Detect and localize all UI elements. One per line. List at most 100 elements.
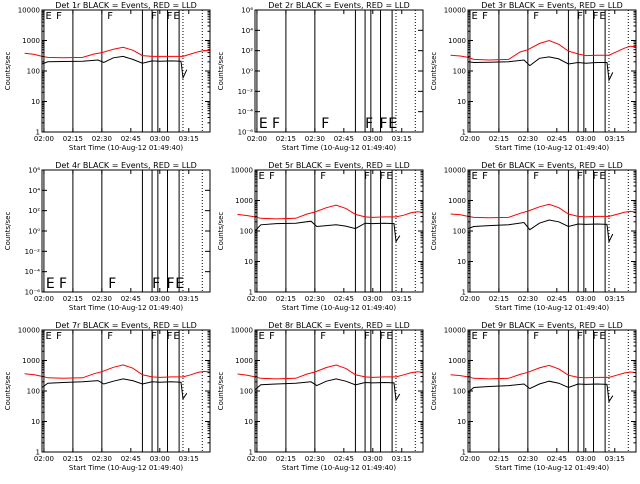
flag-label: E	[46, 331, 52, 342]
y-tick-label: 10⁻²	[238, 88, 254, 96]
x-tick-label: 03:15	[179, 135, 199, 143]
y-tick-label: 10⁰	[241, 68, 253, 76]
flag-label: E	[599, 11, 605, 22]
y-tick-label: 1	[462, 129, 466, 137]
panel-title: Det 1r BLACK = Events, RED = LLD	[55, 1, 197, 10]
x-tick-label: 03:15	[392, 135, 412, 143]
y-tick-label: 100	[27, 388, 40, 396]
series-events	[467, 56, 614, 82]
plot-frame	[254, 9, 424, 133]
y-tick-label: 10	[457, 98, 466, 106]
y-tick-label: 10	[457, 258, 466, 266]
flag-label: F	[108, 276, 116, 292]
x-tick-label: 03:00	[363, 135, 383, 143]
flag-label: E	[472, 171, 478, 182]
y-tick-label: 10⁶	[28, 167, 40, 175]
series-lld	[450, 364, 637, 380]
y-tick-label: 10000	[18, 7, 40, 15]
flag-label: F	[365, 116, 373, 132]
y-tick-label: 10⁶	[241, 7, 253, 15]
x-tick-label: 02:45	[547, 135, 567, 143]
flag-label: E	[388, 116, 397, 132]
x-tick-label: 02:00	[34, 135, 54, 143]
x-tick-label: 02:30	[305, 455, 325, 463]
plot-frame	[254, 329, 424, 453]
x-tick-label: 02:15	[489, 295, 509, 303]
flag-label: E	[472, 331, 478, 342]
x-tick-label: 02:15	[489, 455, 509, 463]
x-tick-label: 02:15	[276, 295, 296, 303]
x-tick-label: 02:15	[276, 455, 296, 463]
flag-label: F	[320, 331, 326, 342]
y-axis-label: Counts/sec	[430, 52, 438, 91]
y-axis-label: Counts/sec	[217, 52, 225, 91]
x-axis-label: Start Time (10-Aug-12 01:49:40)	[69, 144, 183, 152]
y-tick-label: 10²	[241, 47, 253, 55]
flag-label: E	[472, 11, 478, 22]
flag-label: F	[380, 331, 386, 342]
y-axis-label: Counts/sec	[217, 212, 225, 251]
x-tick-label: 03:00	[150, 295, 170, 303]
y-tick-label: 10000	[444, 167, 466, 175]
flag-label: F	[482, 171, 488, 182]
y-tick-label: 1	[249, 289, 253, 297]
x-tick-label: 02:15	[489, 135, 509, 143]
x-axis-label: Start Time (10-Aug-12 01:49:40)	[495, 304, 609, 312]
x-tick-label: 03:15	[179, 295, 199, 303]
flag-label: F	[167, 11, 173, 22]
y-tick-label: 1	[249, 449, 253, 457]
x-tick-label: 02:00	[247, 295, 267, 303]
flag-label: F	[321, 116, 329, 132]
plot-frame	[41, 329, 211, 453]
flag-label: F	[533, 11, 539, 22]
x-tick-label: 02:00	[460, 135, 480, 143]
y-tick-label: 10	[31, 418, 40, 426]
x-tick-label: 03:15	[605, 135, 625, 143]
flag-label: F	[107, 331, 113, 342]
panel-title: Det 8r BLACK = Events, RED = LLD	[268, 321, 410, 330]
y-tick-label: 1	[462, 289, 466, 297]
y-tick-label: 1	[36, 449, 40, 457]
flag-label: F	[167, 331, 173, 342]
y-axis-label: Counts/sec	[4, 212, 12, 251]
x-tick-label: 03:00	[150, 455, 170, 463]
flag-label: E	[599, 331, 605, 342]
x-tick-label: 03:15	[605, 295, 625, 303]
y-tick-label: 10⁻⁴	[25, 268, 41, 276]
y-tick-label: 10⁴	[241, 27, 253, 35]
x-tick-label: 03:00	[576, 295, 596, 303]
panel-title: Det 9r BLACK = Events, RED = LLD	[481, 321, 623, 330]
y-tick-label: 100	[27, 68, 40, 76]
y-tick-label: 1000	[22, 357, 40, 365]
y-tick-label: 100	[240, 228, 253, 236]
flag-label: F	[320, 171, 326, 182]
plot-frame	[467, 169, 637, 293]
panel-title: Det 6r BLACK = Events, RED = LLD	[481, 161, 623, 170]
y-tick-label: 1000	[448, 37, 466, 45]
flag-label: E	[46, 276, 55, 292]
flag-label: F	[364, 171, 370, 182]
series-lld	[24, 364, 211, 379]
panel-title: Det 5r BLACK = Events, RED = LLD	[268, 161, 410, 170]
x-tick-label: 03:00	[150, 135, 170, 143]
panel-title: Det 7r BLACK = Events, RED = LLD	[55, 321, 197, 330]
y-axis-label: Counts/sec	[430, 212, 438, 251]
x-tick-label: 02:00	[460, 295, 480, 303]
series-events	[41, 378, 188, 401]
y-tick-label: 10⁻⁴	[238, 108, 254, 116]
x-axis-label: Start Time (10-Aug-12 01:49:40)	[282, 304, 396, 312]
x-tick-label: 02:30	[518, 135, 538, 143]
flag-label: E	[173, 331, 179, 342]
y-tick-label: 10⁰	[28, 228, 40, 236]
series-lld	[24, 46, 211, 59]
y-tick-label: 100	[240, 388, 253, 396]
series-lld	[237, 364, 424, 380]
flag-label: E	[259, 331, 265, 342]
x-tick-label: 02:45	[121, 295, 141, 303]
x-tick-label: 02:45	[547, 455, 567, 463]
x-tick-label: 02:30	[92, 135, 112, 143]
